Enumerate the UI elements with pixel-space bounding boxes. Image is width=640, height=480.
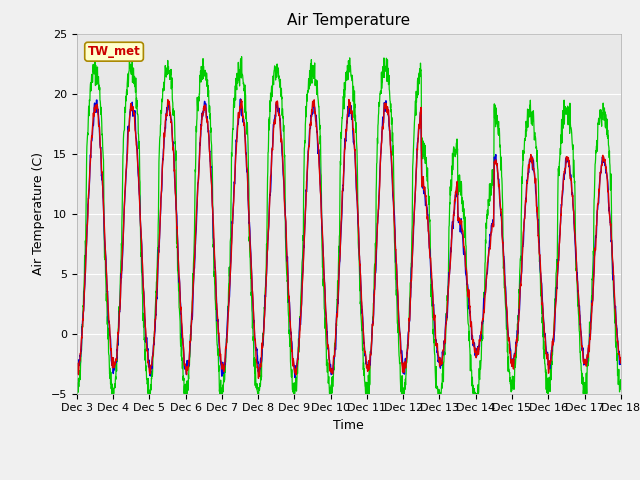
AirT (237, 96, 244, 102)
PanelT (73, 369, 81, 375)
AM25T_PRT (377, 91, 385, 96)
AM25T_PRT (125, 47, 133, 52)
AM25T_PRT (617, 382, 625, 387)
AM25T_PRT (73, 388, 81, 394)
AirT (617, 359, 625, 365)
PanelT (345, 96, 353, 102)
PanelT (255, 375, 262, 381)
Legend: PanelT, AirT, AM25T_PRT: PanelT, AirT, AM25T_PRT (212, 479, 486, 480)
PanelT (225, 308, 232, 314)
AM25T_PRT (584, 351, 592, 357)
AirT (508, 359, 515, 365)
PanelT (508, 357, 515, 363)
PanelT (377, 152, 385, 157)
Text: TW_met: TW_met (88, 45, 140, 58)
AM25T_PRT (508, 389, 515, 395)
AirT (584, 345, 592, 351)
AM25T_PRT (225, 280, 233, 286)
PanelT (584, 348, 592, 353)
PanelT (617, 360, 625, 366)
Line: PanelT: PanelT (77, 99, 621, 378)
AirT (225, 303, 232, 309)
AirT (73, 367, 81, 372)
Title: Air Temperature: Air Temperature (287, 13, 410, 28)
AM25T_PRT (73, 391, 81, 396)
X-axis label: Time: Time (333, 419, 364, 432)
Line: AM25T_PRT: AM25T_PRT (77, 49, 621, 394)
PanelT (365, 358, 372, 363)
AirT (377, 152, 385, 158)
AM25T_PRT (365, 384, 372, 390)
PanelT (570, 203, 577, 208)
AirT (570, 204, 577, 210)
AM25T_PRT (570, 149, 577, 155)
Y-axis label: Air Temperature (C): Air Temperature (C) (32, 152, 45, 275)
AirT (291, 374, 299, 380)
AirT (365, 363, 372, 369)
Line: AirT: AirT (77, 99, 621, 377)
